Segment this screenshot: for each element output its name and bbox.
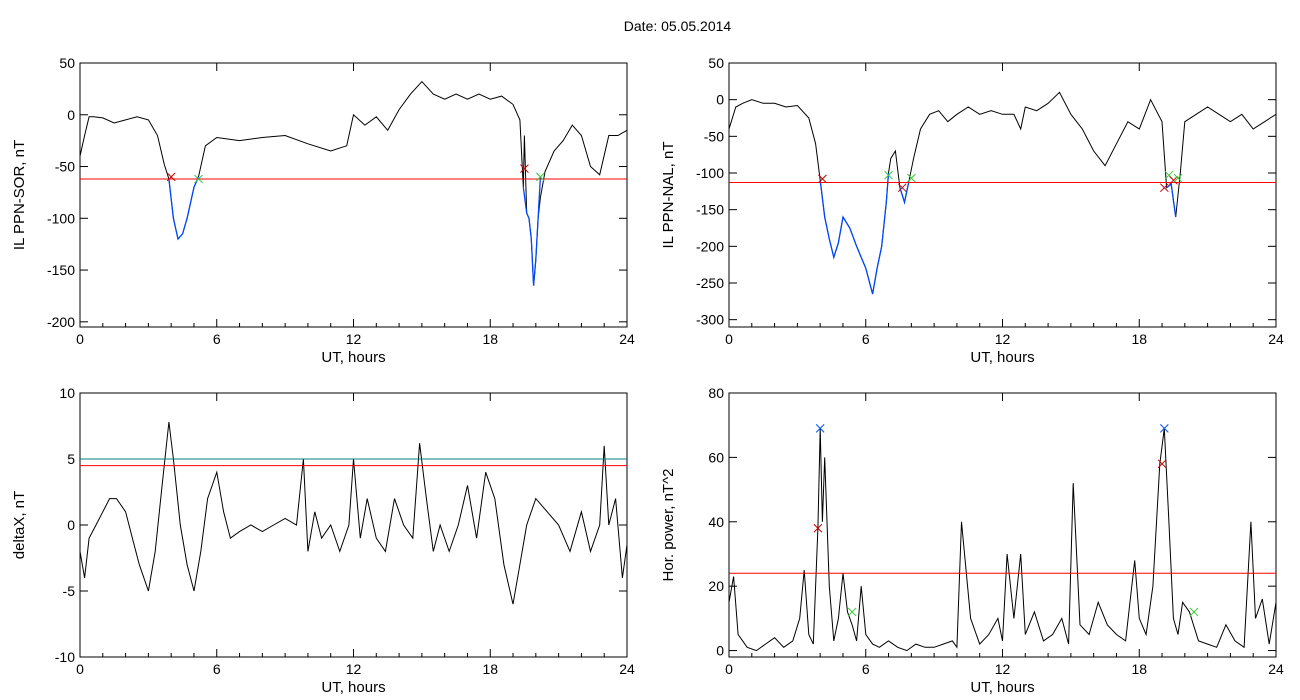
- marker-green: [536, 172, 545, 182]
- y-tick-label: 50: [708, 55, 724, 71]
- series-line: [729, 91, 1276, 295]
- x-tick-label: 12: [346, 661, 362, 677]
- x-axis-label: UT, hours: [970, 349, 1034, 366]
- plot-frame: [728, 62, 1277, 328]
- y-tick-label: -200: [47, 314, 75, 330]
- y-tick-label: -100: [696, 165, 724, 181]
- x-tick-label: 6: [862, 331, 870, 347]
- y-tick-label: 0: [67, 107, 75, 123]
- marker-blue: [815, 424, 825, 433]
- y-tick-label: -10: [55, 649, 75, 665]
- marker-green: [906, 173, 916, 183]
- x-tick-label: 0: [76, 661, 84, 677]
- panel-1: 0 6 12 18 24 50 0 -50 -100 -150 -200 UT, hours IL PP…: [11, 55, 635, 366]
- series-line: [729, 428, 1276, 652]
- x-tick-label: 12: [995, 331, 1011, 347]
- x-tick-label: 18: [482, 661, 498, 677]
- y-tick-label: -50: [704, 128, 724, 144]
- y-tick-label: 50: [59, 55, 75, 71]
- y-tick-label: -300: [696, 312, 724, 328]
- x-tick-label: 24: [619, 661, 635, 677]
- panel-4: 0 6 12 18 24 80 60 40 20 0 UT, hours Hor. power, nT…: [660, 385, 1284, 696]
- y-axis-label: IL PPN-SOR, nT: [11, 140, 28, 250]
- panel-2: 0 6 12 18 24 50 0 -50 -100 -150 -200 -250 -300 UT, ho…: [660, 55, 1284, 366]
- plot-area: [729, 424, 1276, 652]
- event-segment-line: [168, 176, 200, 241]
- x-tick-label: 12: [995, 661, 1011, 677]
- x-tick-label: 6: [862, 661, 870, 677]
- y-tick-label: 0: [716, 643, 724, 659]
- y-tick-label: 60: [708, 449, 724, 465]
- marker-red: [520, 164, 529, 173]
- x-tick-label: 12: [346, 331, 362, 347]
- y-tick-label: -5: [63, 583, 76, 599]
- marker-blue: [1159, 424, 1169, 433]
- marker-green: [1189, 607, 1199, 617]
- x-tick-label: 6: [213, 661, 221, 677]
- x-tick-label: 18: [1131, 661, 1147, 677]
- x-tick-label: 18: [482, 331, 498, 347]
- y-tick-label: -150: [47, 262, 75, 278]
- plot-area: [729, 91, 1276, 295]
- plot-frame: [79, 392, 628, 658]
- marker-red: [818, 174, 827, 184]
- y-tick-label: 5: [67, 451, 75, 467]
- event-segment-line: [899, 180, 910, 205]
- x-axis-label: UT, hours: [321, 349, 385, 366]
- y-tick-label: 0: [67, 517, 75, 533]
- marker-green: [1173, 173, 1183, 183]
- marker-green: [847, 607, 857, 617]
- x-tick-label: 18: [1131, 331, 1147, 347]
- y-tick-label: 10: [59, 385, 75, 401]
- plot-frame: [79, 62, 628, 328]
- y-tick-label: 0: [716, 92, 724, 108]
- panel-3: 0 6 12 18 24 10 5 0 -5 -10 UT, hours deltaX, nT: [11, 385, 635, 696]
- x-tick-label: 24: [619, 331, 635, 347]
- y-tick-label: 20: [708, 578, 724, 594]
- x-tick-label: 6: [213, 331, 221, 347]
- marker-red: [1169, 175, 1178, 185]
- y-tick-label: 80: [708, 385, 724, 401]
- y-tick-label: -200: [696, 238, 724, 254]
- y-axis-label: deltaX, nT: [11, 491, 28, 559]
- x-axis-label: UT, hours: [321, 679, 385, 696]
- x-tick-label: 24: [1268, 661, 1284, 677]
- x-tick-label: 24: [1268, 331, 1284, 347]
- x-axis-label: UT, hours: [970, 679, 1034, 696]
- marker-green: [194, 174, 203, 184]
- x-tick-label: 0: [76, 331, 84, 347]
- y-tick-label: -150: [696, 202, 724, 218]
- event-segment-line: [819, 172, 890, 295]
- figure-title: Date: 05.05.2014: [623, 18, 732, 34]
- marker-red: [897, 183, 907, 193]
- x-tick-label: 0: [725, 661, 733, 677]
- y-tick-label: -100: [47, 210, 75, 226]
- event-segment-line: [522, 176, 542, 286]
- plot-frame: [728, 392, 1277, 658]
- y-tick-label: -50: [55, 159, 75, 175]
- series-line: [80, 421, 627, 605]
- y-tick-label: -250: [696, 275, 724, 291]
- marker-red: [813, 523, 823, 533]
- event-segment-line: [1166, 182, 1177, 218]
- y-axis-label: Hor. power, nT^2: [660, 469, 677, 582]
- marker-red: [1157, 459, 1167, 469]
- x-tick-label: 0: [725, 331, 733, 347]
- y-axis-label: IL PPN-NAL, nT: [660, 142, 677, 249]
- marker-red: [1159, 183, 1169, 193]
- marker-green: [884, 170, 893, 180]
- plot-area: [80, 80, 627, 286]
- series-line: [80, 80, 627, 286]
- marker-red: [166, 172, 176, 182]
- plot-area: [80, 421, 627, 605]
- y-tick-label: 40: [708, 514, 724, 530]
